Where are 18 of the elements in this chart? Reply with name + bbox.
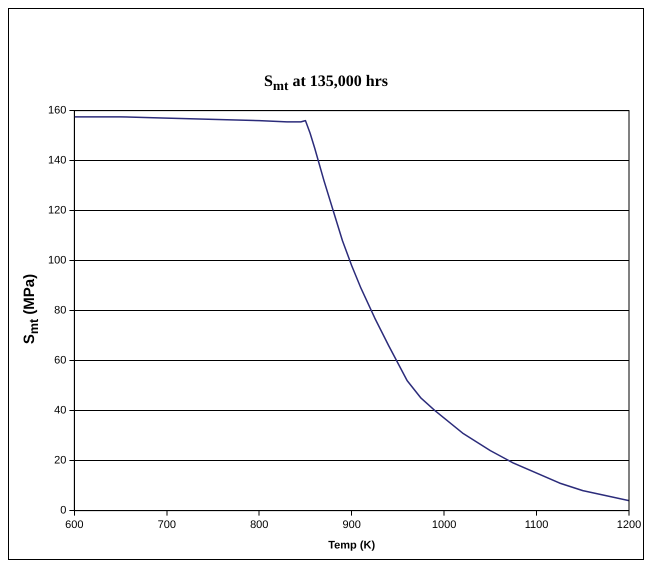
- y-tick-label: 160: [48, 104, 66, 117]
- y-tick-label: 60: [54, 354, 66, 367]
- chart-title: S$_{mt}$ at 135,000 hrs: [262, 73, 389, 94]
- x-tick-label: 1000: [432, 519, 456, 532]
- x-tick-label: 1200: [616, 519, 642, 532]
- x-axis-title: Temp (K): [328, 539, 376, 552]
- x-tick-label: 900: [342, 519, 361, 532]
- y-tick-label: 40: [54, 404, 66, 417]
- y-tick-label: 0: [60, 504, 66, 517]
- y-tick-label: 20: [54, 454, 66, 467]
- x-tick-label: 600: [65, 519, 84, 532]
- x-tick-label: 800: [250, 519, 268, 532]
- y-tick-label: 80: [54, 304, 66, 317]
- y-tick-label: 120: [48, 204, 66, 217]
- x-tick-label: 1100: [524, 519, 548, 532]
- y-tick-label: 100: [48, 254, 66, 267]
- x-tick-label: 700: [158, 519, 176, 532]
- y-tick-label: 140: [48, 154, 66, 167]
